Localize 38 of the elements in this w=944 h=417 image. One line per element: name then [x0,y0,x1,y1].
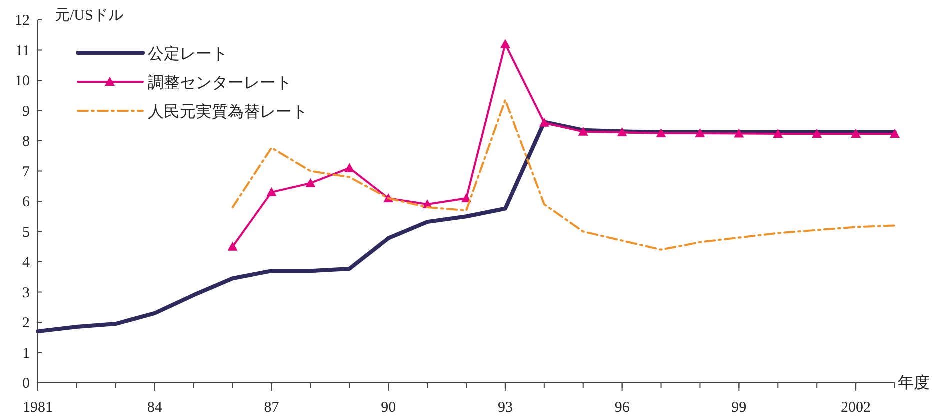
point [306,178,316,188]
xtick: 93 [498,400,513,416]
point [734,128,744,138]
ytick: 4 [22,255,30,271]
ytick: 11 [16,43,30,60]
ytick: 8 [22,134,30,150]
ytick: 10 [15,74,30,90]
point [812,129,822,138]
point [500,39,510,48]
xtick: 2002 [841,400,872,416]
xtick: 87 [264,400,280,416]
xlabel: 年度 [898,375,930,392]
xtick: 90 [381,400,396,416]
point [656,128,666,138]
xtick: 96 [614,400,630,416]
ytick: 12 [15,13,30,29]
ytick: 5 [22,224,30,241]
ytick: 9 [22,104,30,120]
point [617,128,628,137]
xtick: 1981 [23,400,53,416]
point [695,128,706,138]
point [773,129,784,138]
point [851,129,862,138]
point [344,163,355,172]
ytick: 7 [22,164,30,180]
ylabel: 元/USドル [55,8,124,24]
ytick: 1 [22,346,30,362]
point [266,187,277,196]
ytick: 0 [22,376,30,392]
point [890,129,900,138]
point [578,126,588,136]
ytick: 2 [22,316,30,332]
ytick: 6 [22,194,30,210]
xtick: 99 [732,400,747,416]
point [228,242,238,251]
point [539,118,550,127]
xtick: 84 [147,400,162,416]
ytick: 3 [22,285,30,302]
